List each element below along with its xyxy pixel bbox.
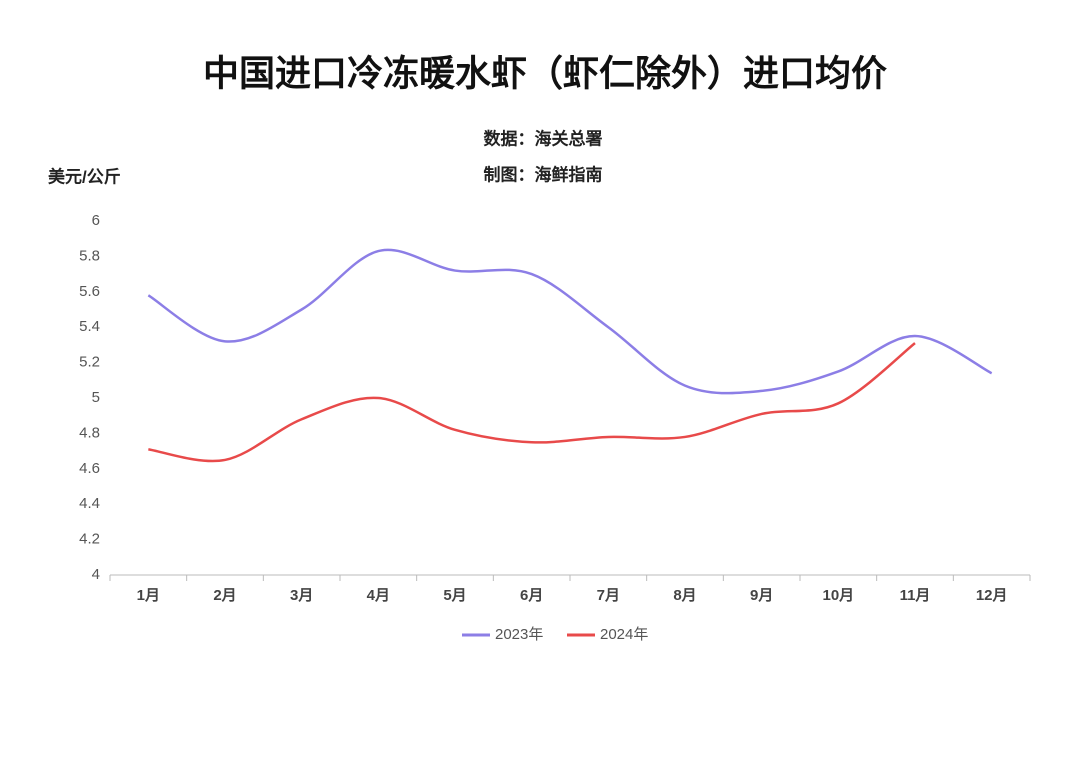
x-tick-label: 2月 <box>213 587 236 604</box>
subtitle: 数据：海关总署 <box>484 128 603 148</box>
y-tick-label: 5.8 <box>79 247 100 264</box>
x-tick-label: 7月 <box>597 587 620 604</box>
chart-title: 中国进口冷冻暖水虾（虾仁除外）进口均价 <box>203 53 887 94</box>
y-tick-label: 4.6 <box>79 460 100 477</box>
x-tick-label: 9月 <box>750 587 773 604</box>
line-series <box>148 342 916 463</box>
x-tick-label: 11月 <box>900 587 931 604</box>
x-tick-label: 5月 <box>443 587 466 604</box>
y-tick-label: 5.4 <box>79 318 100 335</box>
x-tick-label: 10月 <box>822 587 854 604</box>
x-tick-label: 1月 <box>137 587 160 604</box>
x-tick-label: 12月 <box>976 587 1008 604</box>
subtitle: 制图：海鲜指南 <box>484 164 603 184</box>
x-tick-label: 4月 <box>367 587 390 604</box>
x-tick-label: 3月 <box>290 587 313 604</box>
y-tick-label: 4.4 <box>79 495 100 512</box>
y-tick-label: 5 <box>92 389 100 406</box>
x-tick-label: 6月 <box>520 587 543 604</box>
legend-label: 2024年 <box>600 626 648 643</box>
line-series <box>147 248 993 395</box>
y-tick-label: 5.6 <box>79 283 100 300</box>
x-tick-label: 8月 <box>673 587 696 604</box>
y-tick-label: 5.2 <box>79 354 100 371</box>
y-axis-label: 美元/公斤 <box>48 166 121 186</box>
legend-label: 2023年 <box>495 626 543 643</box>
y-tick-label: 4.2 <box>79 531 100 548</box>
y-tick-label: 6 <box>92 212 100 229</box>
y-tick-label: 4 <box>92 566 100 583</box>
y-tick-label: 4.8 <box>79 424 100 441</box>
